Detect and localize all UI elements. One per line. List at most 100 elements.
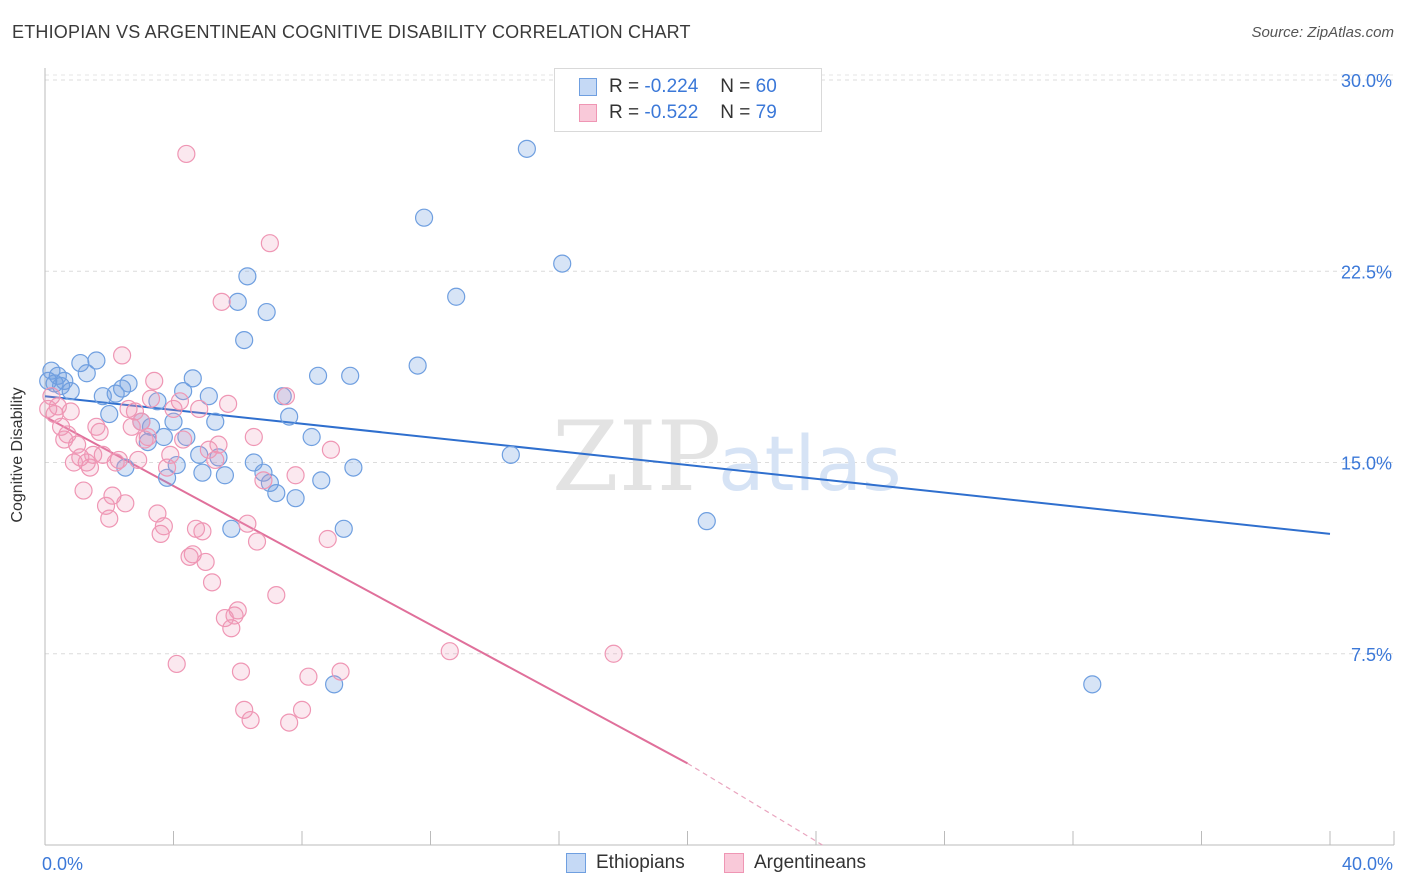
legend-r-value: -0.224	[644, 76, 699, 97]
argentinean-point	[112, 346, 132, 365]
ethiopians-trend-line	[44, 395, 1331, 535]
argentinean-point	[276, 387, 296, 406]
ethiopian-point	[447, 287, 466, 306]
ethiopian-point	[334, 519, 353, 538]
argentinean-point	[209, 435, 228, 454]
bottom-legend-swatch-ethiopians	[566, 853, 586, 873]
ethiopian-point	[312, 471, 331, 490]
data-points	[39, 139, 1102, 732]
legend-r-value: -0.522	[644, 102, 699, 123]
ethiopian-point	[119, 374, 138, 393]
ethiopian-point	[517, 139, 536, 158]
argentinean-point	[145, 371, 164, 390]
ethiopian-point	[183, 369, 202, 388]
argentinean-point	[604, 644, 623, 663]
argentinean-point	[292, 700, 312, 719]
legend-n-value: 79	[755, 102, 777, 123]
ethiopian-point	[286, 489, 305, 508]
legend-swatch-ethiopians	[579, 78, 597, 96]
argentinean-point	[138, 427, 157, 447]
argentinean-point	[247, 532, 267, 551]
bottom-legend-swatch-argentineans	[724, 853, 744, 873]
argentinean-point	[177, 144, 196, 164]
argentinean-point	[132, 412, 151, 431]
ethiopian-point	[228, 292, 247, 311]
argentinean-point	[440, 642, 459, 661]
argentinean-point	[167, 654, 186, 674]
argentinean-point	[228, 601, 247, 620]
chart-title: ETHIOPIAN VS ARGENTINEAN COGNITIVE DISAB…	[12, 22, 691, 42]
ethiopian-point	[267, 484, 286, 503]
argentinean-point	[254, 471, 273, 490]
argentinean-point	[193, 522, 212, 541]
bottom-legend-label: Ethiopians	[596, 852, 685, 873]
argentinean-point	[199, 440, 218, 459]
ethiopian-point	[257, 302, 276, 322]
watermark-atlas: atlas	[718, 419, 902, 508]
legend-row-ethiopians: R = -0.224 N = 60	[555, 75, 777, 99]
argentinean-point	[190, 399, 209, 419]
x-tick-label: 40.0%	[1342, 854, 1393, 874]
axes	[44, 68, 1395, 846]
argentineans-trend-extension	[687, 762, 823, 846]
ethiopian-point	[55, 371, 74, 390]
ethiopian-point	[209, 448, 228, 467]
ethiopian-point	[87, 351, 106, 370]
argentinean-point	[225, 606, 244, 625]
ethiopian-point	[280, 407, 299, 426]
ethiopian-point	[344, 458, 363, 477]
ethiopian-point	[254, 463, 273, 482]
argentinean-point	[180, 547, 199, 566]
tick-labels: 7.5% 15.0% 22.5% 30.0% 0.0% 40.0%	[42, 71, 1393, 874]
argentinean-point	[267, 585, 286, 605]
legend-row-argentineans: R = -0.522 N = 79	[555, 101, 777, 125]
bottom-legend-ethiopians: Ethiopians	[566, 852, 685, 874]
ethiopian-point	[414, 208, 434, 227]
argentinean-point	[280, 713, 299, 732]
argentinean-point	[42, 387, 61, 406]
argentinean-point	[74, 481, 93, 500]
watermark-zip: ZIP	[552, 401, 721, 513]
argentinean-point	[299, 667, 318, 686]
ethiopian-point	[697, 512, 716, 531]
ethiopian-point	[154, 427, 173, 447]
argentinean-point	[206, 450, 225, 470]
ethiopian-point	[553, 254, 572, 273]
ethiopian-point	[222, 519, 241, 538]
argentinean-point	[106, 453, 125, 472]
argentinean-point	[212, 292, 231, 311]
ethiopian-point	[235, 331, 254, 350]
argentinean-point	[202, 573, 222, 592]
argentinean-point	[154, 517, 173, 536]
ethiopian-point	[308, 366, 328, 385]
legend: R = -0.224 N = 60 R = -0.522 N = 79	[554, 68, 822, 132]
bottom-legend-label: Argentineans	[754, 852, 866, 873]
argentinean-point	[61, 402, 80, 421]
argentinean-point	[231, 662, 251, 681]
ethiopian-point	[238, 267, 257, 286]
ethiopian-point	[157, 468, 177, 487]
argentinean-point	[286, 466, 305, 485]
argentinean-point	[87, 417, 106, 436]
legend-n-label: N =	[720, 76, 751, 97]
argentinean-point	[238, 514, 257, 533]
argentinean-point	[125, 402, 145, 421]
argentinean-point	[100, 509, 119, 528]
argentinean-point	[109, 450, 128, 470]
ethiopian-point	[1083, 675, 1102, 694]
y-tick-label: 7.5%	[1351, 645, 1392, 665]
argentinean-point	[174, 430, 193, 449]
legend-r-label: R =	[609, 102, 640, 123]
ethiopian-point	[77, 364, 96, 383]
ethiopian-point	[341, 366, 360, 385]
argentinean-point	[318, 529, 337, 549]
ethiopian-point	[199, 387, 218, 406]
argentineans-trend-line	[44, 415, 688, 765]
argentinean-point	[260, 234, 279, 253]
argentinean-point	[135, 430, 154, 449]
ethiopian-point	[190, 445, 209, 464]
trend-lines	[44, 395, 1331, 846]
argentinean-point	[196, 552, 215, 572]
